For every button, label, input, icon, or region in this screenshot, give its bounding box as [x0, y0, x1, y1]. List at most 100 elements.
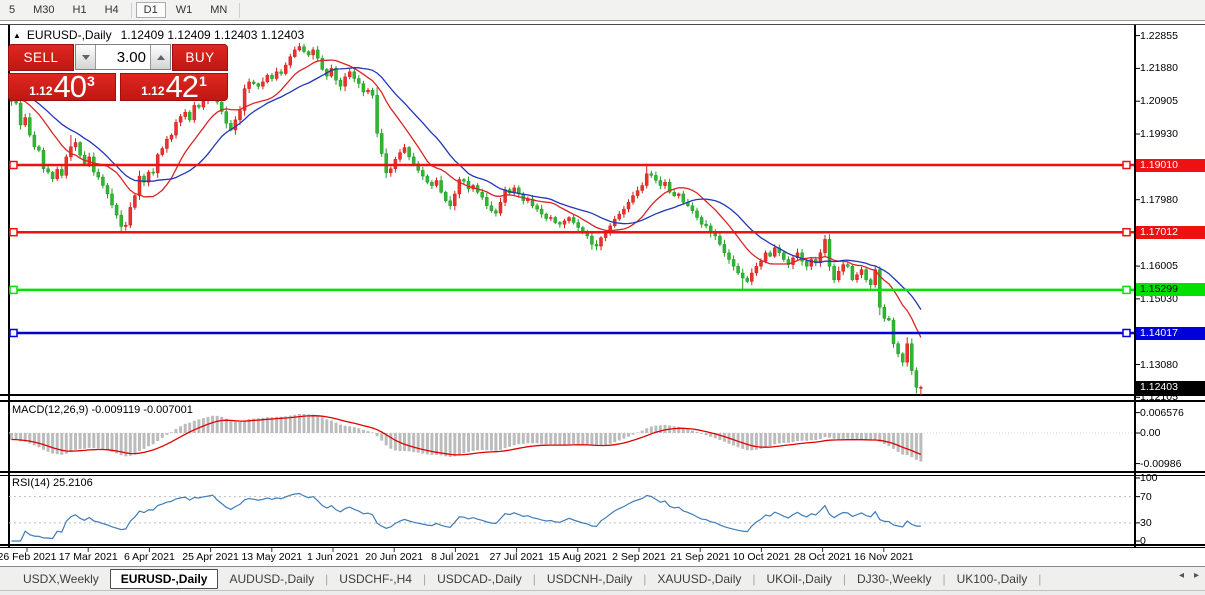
main-chart-bottom-border [0, 394, 1205, 396]
sell-price-prefix: 1.12 [29, 84, 53, 98]
tab-separator: | [325, 571, 329, 586]
timeframe-button-h4[interactable]: H4 [104, 4, 119, 16]
level-price-badge: 1.15299 [1136, 283, 1205, 297]
chart-tab-ukoil-daily[interactable]: UKOil-,Daily [766, 571, 832, 586]
timeframe-button-d1[interactable]: D1 [135, 2, 166, 18]
price-axis-tick: 1.19930 [1140, 128, 1178, 141]
rsi-indicator-label: RSI(14) 25.2106 [12, 477, 93, 489]
level-price-badge: 1.17012 [1136, 225, 1205, 239]
chart-tab-xauusd-daily[interactable]: XAUUSD-,Daily [657, 571, 742, 586]
chart-symbol-label: EURUSD-,Daily [26, 28, 112, 42]
rsi-panel-top-border[interactable] [0, 474, 1205, 476]
chart-window-top-border [0, 24, 1205, 25]
rsi-axis-tick: 70 [1140, 490, 1152, 503]
date-axis-label: 8 Jul 2021 [431, 551, 480, 563]
date-axis-top-border [0, 547, 1205, 548]
collapse-chart-icon[interactable]: ▲ [13, 30, 21, 40]
sell-price-display[interactable]: 1.12 40 3 [8, 69, 116, 104]
level-price-badge: 1.19010 [1136, 158, 1205, 172]
chart-tab-uk100-daily[interactable]: UK100-,Daily [956, 571, 1028, 586]
timeframe-button-h1[interactable]: H1 [72, 4, 87, 16]
date-axis-label: 28 Oct 2021 [793, 551, 852, 563]
buy-button[interactable]: BUY [172, 44, 228, 71]
buy-price-big: 42 [165, 69, 199, 104]
date-axis-label: 26 Feb 2021 [0, 551, 57, 563]
tabs-scroll-right-icon[interactable]: ▸ [1193, 570, 1199, 581]
one-click-trading-panel: SELL BUY 1.12 40 3 1.12 42 1 [8, 44, 228, 104]
tab-separator: | [532, 571, 536, 586]
current-price-badge: 1.12403 [1136, 380, 1205, 394]
status-strip [0, 590, 1205, 595]
up-arrow-icon [156, 54, 165, 60]
chart-tab-eurusd-daily[interactable]: EURUSD-,Daily [109, 568, 219, 589]
buy-price-superscript: 1 [199, 73, 207, 89]
date-axis-label: 15 Aug 2021 [548, 551, 608, 563]
toolbar-separator [239, 2, 241, 18]
plot-left-border [8, 25, 10, 547]
tab-separator: | [422, 571, 427, 586]
date-axis-label: 20 Jun 2021 [365, 551, 424, 563]
chart-tab-usdchf-h4[interactable]: USDCHF-,H4 [339, 571, 412, 586]
down-arrow-icon [81, 54, 90, 60]
volume-increase-button[interactable] [150, 45, 170, 69]
chart-ohlc-values: 1.12409 1.12409 1.12403 1.12403 [120, 28, 305, 42]
price-axis-divider [1134, 25, 1136, 547]
price-axis-tick: 1.12105 [1140, 391, 1178, 404]
volume-input[interactable] [96, 45, 150, 69]
timeframe-toolbar: 5 M30 H1 H4 D1 W1 MN [0, 0, 1205, 20]
macd-axis-tick: 0.00 [1140, 427, 1161, 439]
price-axis-tick: 1.22855 [1140, 29, 1178, 42]
sell-price-superscript: 3 [87, 73, 95, 89]
macd-axis-tick: 0.006576 [1140, 406, 1184, 419]
timeframe-button-w1[interactable]: W1 [175, 4, 193, 16]
tab-separator: | [942, 571, 946, 586]
price-axis-tick: 1.13080 [1140, 358, 1178, 371]
tab-separator: | [643, 571, 647, 586]
tabs-scroll-left-icon[interactable]: ◂ [1178, 570, 1184, 581]
rsi-axis-tick: 0 [1140, 535, 1146, 547]
date-axis-label: 25 Apr 2021 [182, 551, 239, 563]
chart-tab-audusd-daily[interactable]: AUDUSD-,Daily [229, 571, 315, 586]
tab-separator: | [752, 571, 756, 586]
timeframe-button-mn[interactable]: MN [210, 4, 228, 16]
date-axis-label: 13 May 2021 [241, 551, 303, 563]
rsi-panel-bottom-border [0, 544, 1205, 546]
sell-price-big: 40 [53, 69, 87, 104]
date-axis-label: 6 Apr 2021 [123, 551, 175, 563]
chart-tab-bar: USDX,Weekly EURUSD-,Daily AUDUSD-,Daily | US… [0, 566, 1205, 590]
date-axis-label: 27 Jul 2021 [489, 551, 544, 563]
sell-button[interactable]: SELL [8, 44, 74, 71]
volume-control [75, 44, 171, 70]
price-axis-tick: 1.20905 [1140, 95, 1178, 108]
price-axis-tick: 1.16005 [1140, 260, 1178, 273]
tab-scroll-buttons: ◂ ▸ [1179, 570, 1199, 581]
buy-price-display[interactable]: 1.12 42 1 [120, 69, 228, 104]
chart-tab-usdx-weekly[interactable]: USDX,Weekly [23, 571, 99, 586]
date-axis-label: 21 Sep 2021 [670, 551, 730, 563]
chart-tab-usdcnh-daily[interactable]: USDCNH-,Daily [546, 571, 633, 586]
buy-price-prefix: 1.12 [141, 84, 165, 98]
macd-panel-top-border[interactable] [0, 400, 1205, 402]
macd-axis-tick: -0.00986 [1140, 457, 1182, 470]
tab-separator: | [842, 571, 846, 586]
volume-decrease-button[interactable] [76, 45, 96, 69]
timeframe-button-m30[interactable]: M30 [33, 4, 55, 16]
level-price-badge: 1.14017 [1136, 326, 1205, 340]
date-axis-label: 2 Sep 2021 [612, 551, 666, 563]
macd-panel-bottom-border [0, 471, 1205, 473]
chart-tab-usdcad-daily[interactable]: USDCAD-,Daily [437, 571, 522, 586]
chart-title-bar: ▲ EURUSD-,Daily 1.12409 1.12409 1.12403 … [13, 28, 304, 42]
macd-indicator-label: MACD(12,26,9) -0.009119 -0.007001 [12, 404, 193, 416]
date-axis-label: 1 Jun 2021 [307, 551, 359, 563]
price-axis-tick: 1.21880 [1140, 62, 1178, 75]
tab-separator: | [1038, 571, 1042, 586]
rsi-axis-tick: 30 [1140, 516, 1152, 529]
timeframe-button-5[interactable]: 5 [9, 4, 16, 16]
date-axis-label: 17 Mar 2021 [58, 551, 118, 563]
date-axis-label: 10 Oct 2021 [732, 551, 790, 563]
chart-tab-dj30-weekly[interactable]: DJ30-,Weekly [856, 571, 932, 586]
rsi-axis-tick: 100 [1140, 472, 1158, 484]
date-axis-label: 16 Nov 2021 [854, 551, 914, 563]
